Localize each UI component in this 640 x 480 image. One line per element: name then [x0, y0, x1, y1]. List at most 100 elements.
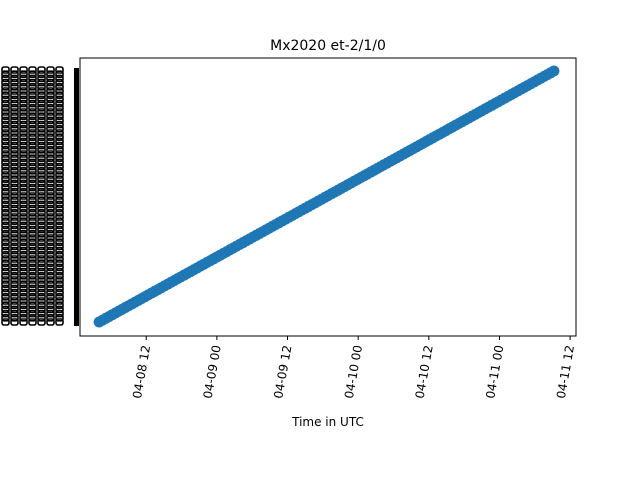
y-tick-label-glyph [46, 209, 55, 217]
y-tick-label-glyph [1, 288, 10, 297]
y-tick-label-glyph [37, 116, 46, 125]
y-tick-label-glyph [55, 150, 64, 158]
y-tick-label-glyph [37, 200, 46, 209]
y-tick-label-glyph [37, 95, 46, 104]
y-tick-label-glyph [19, 221, 28, 230]
y-tick-label-glyph [37, 255, 46, 263]
y-tick-label-glyph [55, 87, 64, 95]
y-tick-label-glyph [1, 104, 10, 112]
y-tick-label-glyph [1, 318, 10, 326]
y-tick-label-glyph [46, 104, 55, 112]
y-tick-label-glyph [19, 230, 28, 238]
y-tick-label-glyph [10, 251, 19, 259]
y-tick-label-glyph [1, 267, 10, 276]
y-tick-label-glyph [28, 95, 37, 104]
y-tick-label-glyph [55, 188, 64, 196]
y-tick-label-glyph [46, 318, 55, 326]
y-tick-label-glyph [37, 259, 46, 268]
y-tick-label-glyph [1, 112, 10, 120]
y-tick-label-glyph [55, 162, 64, 171]
y-tick-label-glyph [10, 276, 19, 284]
y-tick-label-glyph [28, 234, 37, 242]
y-tick-label-glyph [55, 78, 64, 87]
y-tick-label-glyph [10, 137, 19, 146]
y-tick-label-glyph [10, 70, 19, 78]
y-tick-label-glyph [1, 255, 10, 263]
y-tick-label-glyph [55, 313, 64, 322]
y-tick-label-glyph [10, 221, 19, 230]
y-tick-label-glyph [10, 141, 19, 150]
y-tick-label-glyph [46, 313, 55, 322]
y-tick-label-glyph [46, 288, 55, 297]
y-tick-label-glyph [19, 305, 28, 314]
y-tick-label-glyph [37, 91, 46, 99]
y-tick-label-glyph [1, 108, 10, 116]
y-tick-label-glyph [55, 66, 64, 74]
y-tick-label-glyph [19, 167, 28, 175]
y-tick-label-glyph [46, 230, 55, 238]
chart-title: Mx2020 et-2/1/0 [270, 38, 386, 54]
y-tick-label-glyph [28, 167, 37, 175]
y-tick-label-glyph [37, 74, 46, 83]
y-tick-label-glyph [46, 234, 55, 242]
y-tick-label-glyph [37, 125, 46, 133]
y-tick-label-glyph [28, 318, 37, 326]
y-tick-label-glyph [46, 91, 55, 99]
y-tick-label-glyph [55, 133, 64, 141]
y-tick-label-glyph [28, 99, 37, 108]
y-tick-label-glyph [19, 99, 28, 108]
y-tick-label-glyph [10, 120, 19, 129]
y-tick-label-glyph [1, 74, 10, 83]
y-tick-label-glyph [10, 74, 19, 83]
y-tick-label-glyph [28, 196, 37, 204]
y-tick-label-glyph [55, 104, 64, 112]
y-tick-label-glyph [1, 99, 10, 108]
y-tick-label-glyph [1, 284, 10, 293]
y-tick-label-glyph [1, 125, 10, 133]
y-tick-label-glyph [37, 309, 46, 318]
y-tick-label-glyph [46, 259, 55, 268]
y-tick-label-glyph [1, 292, 10, 301]
y-tick-label-glyph [19, 313, 28, 322]
y-tick-label-glyph [19, 188, 28, 196]
y-tick-label-glyph [19, 70, 28, 78]
y-tick-label-glyph [55, 246, 64, 255]
y-tick-label-glyph [1, 313, 10, 322]
y-tick-label-glyph [19, 200, 28, 209]
y-tick-label-glyph [55, 301, 64, 310]
y-tick-label-glyph [55, 267, 64, 276]
y-tick-label-glyph [28, 158, 37, 167]
y-tick-label-glyph [46, 133, 55, 141]
y-tick-label-glyph [46, 196, 55, 204]
y-tick-label-glyph [28, 280, 37, 289]
y-tick-label-glyph [28, 255, 37, 263]
y-tick-label-glyph [19, 108, 28, 116]
y-tick-label-glyph [10, 91, 19, 99]
y-tick-label-glyph [10, 83, 19, 91]
y-tick-label-glyph [10, 246, 19, 255]
y-tick-label-glyph [46, 267, 55, 276]
y-tick-label-glyph [10, 104, 19, 112]
y-tick-label-glyph [37, 179, 46, 188]
y-tick-label-glyph [37, 209, 46, 217]
y-tick-label-glyph [10, 313, 19, 322]
y-tick-label-glyph [10, 162, 19, 171]
y-tick-label-glyph [10, 150, 19, 158]
y-tick-label-glyph [10, 305, 19, 314]
y-tick-label-glyph [1, 129, 10, 137]
y-tick-label-glyph [28, 87, 37, 95]
y-tick-label-glyph [37, 83, 46, 91]
y-tick-label-glyph [19, 66, 28, 74]
y-tick-label-glyph [10, 284, 19, 293]
y-tick-label-glyph [46, 179, 55, 188]
y-tick-label-glyph [28, 192, 37, 200]
y-tick-label-glyph [55, 297, 64, 305]
y-tick-label-glyph [28, 284, 37, 293]
y-tick-label-glyph [37, 133, 46, 141]
y-tick-label-glyph [37, 158, 46, 167]
y-tick-label-glyph [46, 280, 55, 289]
y-tick-label-glyph [46, 238, 55, 246]
y-tick-label-glyph [1, 120, 10, 129]
y-tick-label-glyph [19, 137, 28, 146]
y-tick-label-glyph [28, 175, 37, 183]
